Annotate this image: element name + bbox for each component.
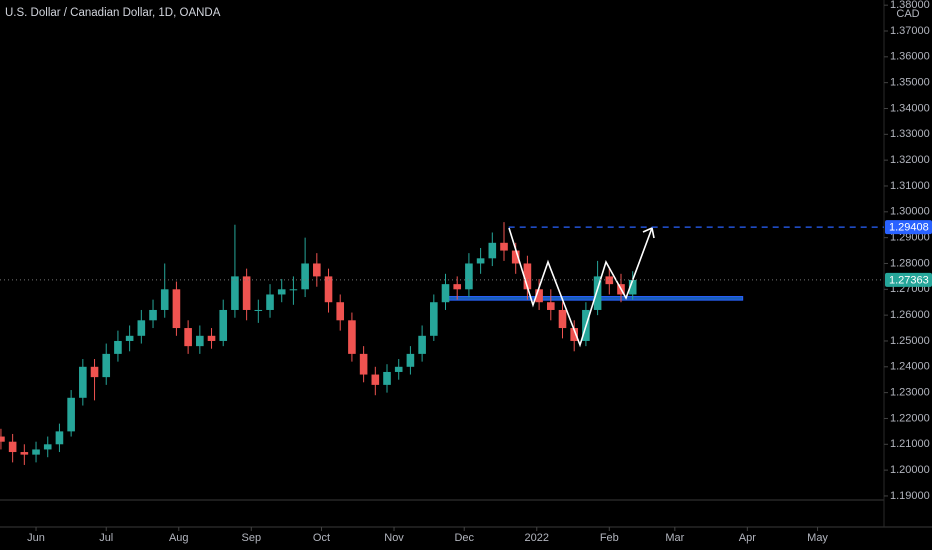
- x-tick-label: Apr: [739, 532, 756, 544]
- candle-body: [394, 366, 403, 372]
- y-tick-label: 1.37000: [890, 25, 930, 37]
- candle-body: [313, 263, 321, 277]
- candle-body: [231, 276, 239, 310]
- y-tick-label: 1.34000: [890, 102, 930, 114]
- price-label: 1.29408: [889, 222, 929, 234]
- candle-body: [277, 289, 286, 295]
- x-tick-label: Oct: [313, 532, 330, 544]
- candle-body: [593, 276, 602, 310]
- candle-body: [20, 452, 29, 455]
- candle-body: [149, 309, 157, 321]
- candle-body: [67, 397, 75, 432]
- candle-body: [371, 374, 380, 385]
- candle-body: [488, 242, 497, 259]
- candle-body: [465, 263, 473, 290]
- candle-body: [547, 302, 555, 310]
- candle-body: [500, 242, 508, 251]
- candle-body: [114, 340, 122, 354]
- candle-body: [476, 258, 485, 264]
- plot: [0, 222, 744, 465]
- y-tick-label: 1.21000: [890, 438, 930, 450]
- candle-body: [418, 335, 426, 354]
- candle-body: [289, 289, 298, 291]
- candle-body: [196, 335, 204, 347]
- zigzag-drawing: [508, 227, 653, 348]
- y-tick-label: 1.33000: [890, 128, 930, 140]
- y-tick-label: 1.24000: [890, 361, 930, 373]
- y-tick-label: 1.36000: [890, 51, 930, 63]
- x-tick-label: Jul: [99, 532, 113, 544]
- y-tick-label: 1.26000: [890, 309, 930, 321]
- candle-body: [324, 276, 333, 303]
- price-label: 1.27363: [889, 274, 929, 286]
- candle-body: [383, 371, 391, 385]
- arrow-head: [642, 226, 655, 239]
- y-tick-label: 1.35000: [890, 77, 930, 89]
- candle-body: [219, 309, 228, 341]
- candle-body: [570, 328, 579, 341]
- candle-body: [254, 309, 263, 311]
- candle-body: [172, 289, 181, 329]
- candle-body: [453, 284, 462, 290]
- candle-body: [32, 449, 40, 455]
- candle-body: [336, 302, 345, 321]
- x-tick-label: Sep: [242, 532, 262, 544]
- candle-body: [79, 366, 87, 398]
- candle-body: [628, 279, 637, 295]
- candle-body: [102, 353, 111, 378]
- y-tick-label: 1.38000: [890, 0, 930, 11]
- candle-body: [301, 263, 309, 290]
- y-tick-label: 1.32000: [890, 154, 930, 166]
- candle-body: [511, 250, 520, 264]
- candle-body: [0, 436, 5, 442]
- x-tick-label: Aug: [169, 532, 189, 544]
- y-tick-label: 1.20000: [890, 464, 930, 476]
- candle-body: [207, 335, 216, 341]
- candle-body: [137, 320, 146, 336]
- candle-body: [8, 441, 17, 453]
- x-tick-label: 2022: [525, 532, 549, 544]
- candle-body: [160, 289, 169, 310]
- candle-body: [266, 294, 274, 310]
- candle-body: [242, 276, 251, 310]
- x-tick-label: Mar: [665, 532, 684, 544]
- candle-body: [90, 366, 99, 378]
- x-tick-label: May: [807, 532, 828, 544]
- candle-body: [43, 444, 52, 450]
- candle-body: [430, 302, 438, 336]
- y-tick-label: 1.19000: [890, 490, 930, 502]
- x-tick-label: Nov: [384, 532, 404, 544]
- y-tick-label: 1.29000: [890, 232, 930, 244]
- candle-body: [523, 263, 532, 290]
- candle-body: [125, 335, 134, 341]
- candle-body: [605, 276, 614, 285]
- candle-body: [535, 289, 543, 303]
- y-tick-label: 1.22000: [890, 412, 930, 424]
- candle-body: [441, 284, 450, 303]
- y-tick-label: 1.25000: [890, 335, 930, 347]
- candle-body: [55, 431, 64, 445]
- y-tick-label: 1.30000: [890, 206, 930, 218]
- candle-body: [348, 320, 356, 354]
- price-label-box: [885, 220, 932, 235]
- chart-title: U.S. Dollar / Canadian Dollar, 1D, OANDA: [5, 7, 221, 19]
- price-label-box: [885, 272, 932, 287]
- y-tick-label: 1.31000: [890, 180, 930, 192]
- candle-body: [184, 328, 192, 347]
- x-tick-label: Jun: [27, 532, 45, 544]
- support-zone: [442, 296, 744, 301]
- y-tick-label: 1.28000: [890, 257, 930, 269]
- candle-body: [558, 309, 567, 329]
- currency-label: CAD: [896, 8, 919, 20]
- candle-body: [406, 353, 415, 367]
- candle-body: [359, 353, 368, 375]
- y-tick-label: 1.23000: [890, 387, 930, 399]
- x-tick-label: Dec: [454, 532, 474, 544]
- x-tick-label: Feb: [600, 532, 619, 544]
